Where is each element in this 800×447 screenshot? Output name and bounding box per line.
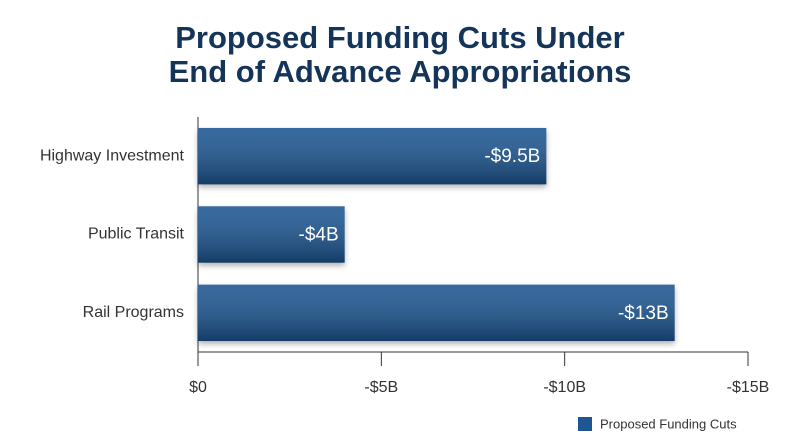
- x-tick-label: -$5B: [364, 379, 398, 396]
- value-label: -$4B: [299, 225, 339, 246]
- x-tick-label: -$10B: [543, 379, 586, 396]
- chart-title: End of Advance Appropriations: [169, 54, 632, 89]
- bar-shade: [198, 127, 547, 185]
- category-label: Rail Programs: [83, 304, 184, 321]
- legend-swatch: [578, 417, 592, 431]
- value-label: -$13B: [618, 303, 669, 324]
- bar-shade: [198, 284, 675, 342]
- category-label: Highway Investment: [40, 147, 185, 164]
- x-tick-label: -$15B: [727, 379, 770, 396]
- value-label: -$9.5B: [484, 146, 540, 167]
- legend-label: Proposed Funding Cuts: [600, 416, 737, 431]
- chart-title: Proposed Funding Cuts Under: [175, 20, 625, 55]
- category-label: Public Transit: [88, 226, 185, 243]
- x-tick-label: $0: [189, 379, 207, 396]
- bar-shade: [198, 206, 345, 263]
